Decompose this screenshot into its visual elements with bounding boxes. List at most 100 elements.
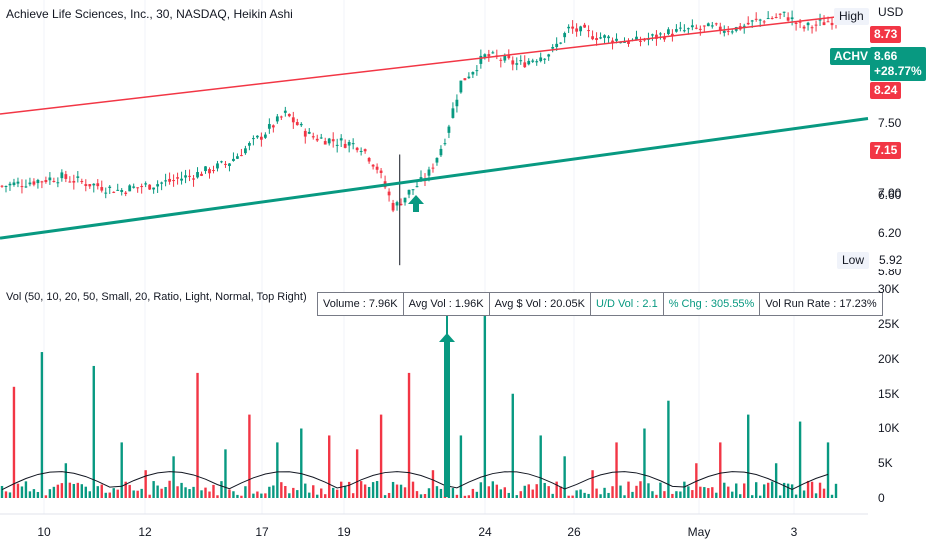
- volume-bar: [304, 483, 307, 498]
- volume-bar: [679, 491, 682, 498]
- last-price: 8.66: [874, 49, 898, 63]
- candle-body: [535, 61, 539, 63]
- volume-legend[interactable]: Vol (50, 10, 20, 50, Small, 20, Ratio, L…: [6, 291, 307, 303]
- volume-bar: [371, 482, 375, 498]
- grid-lines: [43, 0, 795, 514]
- candle-body: [682, 30, 686, 32]
- price-tick: 7.00: [878, 186, 902, 200]
- volume-bar: [727, 486, 730, 498]
- volume-bar: [415, 491, 419, 498]
- volume-bar: [288, 493, 291, 498]
- volume-bar: [8, 492, 12, 498]
- candle-body: [551, 47, 555, 49]
- candle-body: [319, 137, 323, 139]
- candle-body: [730, 31, 734, 33]
- volume-bar: [519, 491, 522, 498]
- candle-body: [766, 18, 770, 20]
- candle-body: [196, 172, 199, 178]
- candle-body: [68, 181, 72, 183]
- candle-body: [746, 22, 750, 25]
- volume-bar: [503, 487, 506, 498]
- volume-bar: [499, 489, 503, 498]
- candle-body: [323, 141, 327, 145]
- volume-bar: [523, 485, 526, 498]
- volume-bar: [4, 491, 8, 498]
- candle-body: [690, 25, 694, 28]
- volume-bar: [248, 414, 251, 498]
- candle-body: [307, 131, 311, 134]
- candle-body: [818, 19, 822, 21]
- candle-body: [471, 72, 475, 75]
- volume-bar: [40, 352, 44, 498]
- candle-body: [120, 190, 124, 192]
- volume-bar: [124, 481, 127, 498]
- volume-bar: [232, 491, 235, 498]
- volume-bar: [699, 486, 702, 498]
- resistance-trendline[interactable]: [0, 12, 869, 115]
- volume-bar: [268, 486, 271, 498]
- candle-body: [579, 26, 583, 32]
- volume-bar: [790, 484, 794, 498]
- volume-bar: [272, 485, 275, 498]
- candle-body: [220, 161, 223, 163]
- candle-body: [826, 21, 830, 23]
- candle-body: [742, 25, 746, 27]
- candle-body: [216, 163, 219, 169]
- volume-bar: [794, 494, 798, 498]
- volume-bar: [68, 482, 72, 498]
- volume-bar: [559, 486, 562, 498]
- volume-bar: [104, 492, 107, 498]
- candle-body: [710, 25, 714, 27]
- candle-body: [427, 169, 431, 176]
- candle-body: [487, 54, 491, 57]
- volume-bar: [818, 482, 822, 498]
- volume-bar: [575, 490, 578, 498]
- candle-body: [563, 33, 567, 38]
- volume-tick: 20K: [878, 352, 900, 366]
- volume-bar: [48, 489, 52, 498]
- candle-body: [184, 175, 187, 178]
- symbol-tag[interactable]: ACHV: [830, 48, 873, 65]
- volume-bar: [216, 495, 219, 498]
- volume-bar: [439, 488, 443, 498]
- candle-body: [32, 181, 36, 185]
- volume-bar: [778, 495, 782, 498]
- candle-body: [607, 36, 610, 39]
- high-label: High: [834, 8, 869, 25]
- volume-bar: [782, 482, 786, 498]
- candle-body: [790, 17, 794, 20]
- volume-bar: [84, 486, 87, 498]
- volume-bar: [32, 489, 36, 498]
- candle-body: [28, 182, 32, 185]
- candle-body: [706, 23, 710, 27]
- candle-body: [136, 187, 140, 189]
- candle-body: [64, 174, 68, 179]
- volume-bar: [798, 421, 802, 498]
- candle-body: [547, 54, 551, 57]
- volume-bar: [180, 482, 183, 498]
- volume-bar: [615, 442, 618, 498]
- candle-body: [798, 21, 802, 23]
- volume-bar: [639, 481, 642, 498]
- volume-bar: [395, 484, 399, 498]
- volume-bar: [431, 470, 435, 498]
- candle-body: [0, 185, 4, 187]
- candle-body: [615, 38, 618, 41]
- volume-bar: [0, 485, 4, 498]
- volume-bar: [635, 485, 638, 498]
- candle-body: [670, 33, 674, 37]
- volume-bar: [703, 487, 706, 498]
- candle-body: [543, 58, 547, 60]
- volume-bar: [403, 487, 407, 498]
- support-trendline[interactable]: [0, 117, 869, 240]
- candle-body: [802, 26, 806, 29]
- candle-body: [439, 148, 443, 156]
- candle-body: [758, 19, 762, 21]
- time-label: 17: [255, 525, 269, 539]
- candle-body: [459, 80, 463, 93]
- volume-bar: [343, 485, 347, 498]
- price-axis-currency: USD: [878, 5, 904, 19]
- price-tag-red: 8.24: [870, 82, 902, 99]
- candle-body: [88, 184, 92, 187]
